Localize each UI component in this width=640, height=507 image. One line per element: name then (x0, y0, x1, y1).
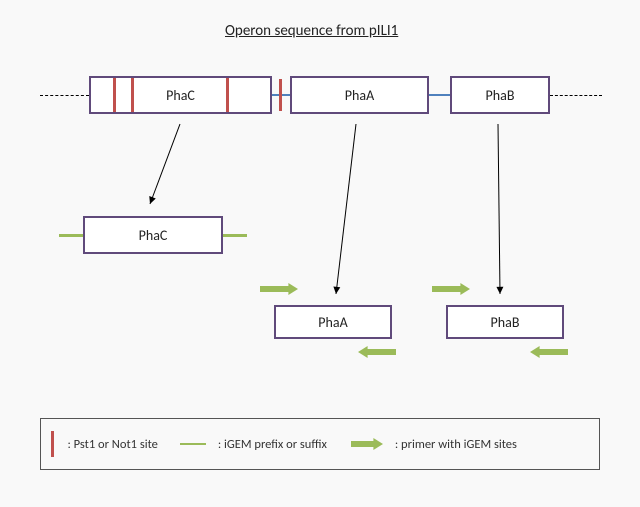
primer-arrow (530, 346, 568, 358)
primer-arrow (432, 283, 470, 295)
primer-arrow (358, 346, 396, 358)
legend: : Pst1 or Not1 site : iGEM prefix or suff… (40, 418, 600, 470)
legend-text: : Pst1 or Not1 site (68, 437, 158, 452)
legend-text: : primer with iGEM sites (395, 437, 517, 452)
primer-arrow (260, 283, 298, 295)
legend-redbar-icon (51, 431, 54, 457)
legend-text: : iGEM prefix or suffix (218, 437, 327, 452)
legend-greenarrow-icon (351, 438, 383, 450)
legend-greenline-icon (180, 443, 206, 446)
